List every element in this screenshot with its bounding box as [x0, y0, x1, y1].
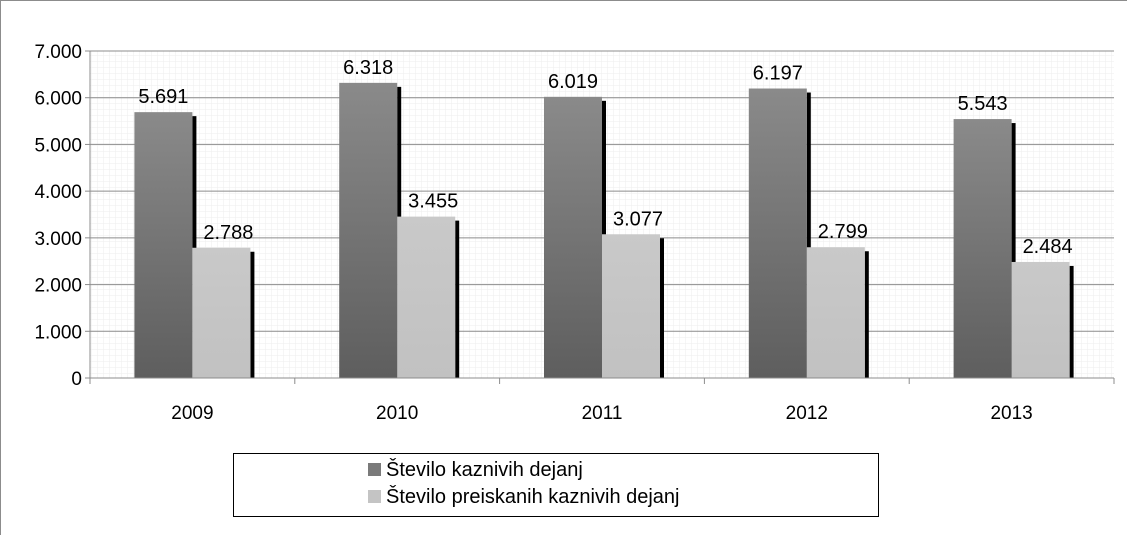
data-label: 3.077 [613, 208, 663, 230]
bar-preiskana-dejanja [602, 234, 660, 378]
bar-shadow [455, 220, 460, 378]
bar-shadow [1069, 265, 1074, 378]
legend-item-series-1: Število kaznivih dejanj [368, 457, 583, 483]
legend: Število kaznivih dejanj Število preiskan… [233, 453, 879, 517]
legend-item-series-2: Število preiskanih kaznivih dejanj [368, 484, 680, 510]
data-label: 2.799 [818, 221, 868, 243]
bar-kazniva-dejanja [339, 82, 398, 379]
legend-label-series-2: Število preiskanih kaznivih dejanj [386, 486, 680, 508]
bar-kazniva-dejanja [748, 88, 807, 379]
legend-swatch-series-2 [368, 490, 381, 503]
bar-shadow [250, 251, 255, 378]
y-tick-label: 4.000 [34, 182, 82, 203]
x-tick-label: 2012 [786, 403, 828, 424]
bar-preiskana-dejanja [806, 247, 865, 378]
data-label: 5.543 [958, 93, 1008, 115]
bar-shadow [1011, 123, 1016, 378]
x-tick-label: 2010 [376, 403, 418, 424]
data-label: 5.691 [138, 86, 188, 108]
x-tick-label: 2011 [582, 403, 623, 424]
bar-kazniva-dejanja [544, 96, 602, 378]
bars [134, 82, 1074, 379]
y-tick-label: 7.000 [34, 42, 82, 63]
data-label: 6.019 [548, 71, 598, 93]
bar-preiskana-dejanja [192, 247, 251, 378]
x-tick-label: 2009 [171, 403, 213, 424]
data-label: 6.318 [343, 57, 393, 79]
data-label: 2.484 [1023, 236, 1073, 258]
bar-preiskana-dejanja [397, 216, 456, 378]
y-tick-label: 1.000 [34, 322, 82, 343]
y-tick-label: 6.000 [34, 89, 82, 110]
data-label: 2.788 [203, 222, 253, 244]
y-tick-label: 0 [71, 369, 82, 390]
y-tick-label: 3.000 [34, 229, 82, 250]
data-label: 6.197 [753, 63, 803, 85]
bar-preiskana-dejanja [1011, 261, 1070, 378]
bar-shadow [806, 92, 811, 379]
bar-shadow [864, 251, 869, 378]
bar-kazniva-dejanja [134, 112, 193, 379]
data-label: 3.455 [408, 191, 458, 213]
x-tick-label: 2013 [990, 403, 1032, 424]
legend-label-series-1: Število kaznivih dejanj [386, 459, 583, 481]
labels: 0 1.000 2.000 3.000 4.000 5.000 6.000 7.000 5.69… [34, 42, 1072, 424]
y-tick-label: 2.000 [34, 276, 82, 297]
bar-shadow [660, 238, 664, 378]
bar-kazniva-dejanja [953, 119, 1012, 378]
bar-shadow [192, 116, 197, 379]
legend-swatch-series-1 [368, 463, 381, 476]
axes [85, 50, 1115, 384]
y-tick-label: 5.000 [34, 135, 82, 156]
